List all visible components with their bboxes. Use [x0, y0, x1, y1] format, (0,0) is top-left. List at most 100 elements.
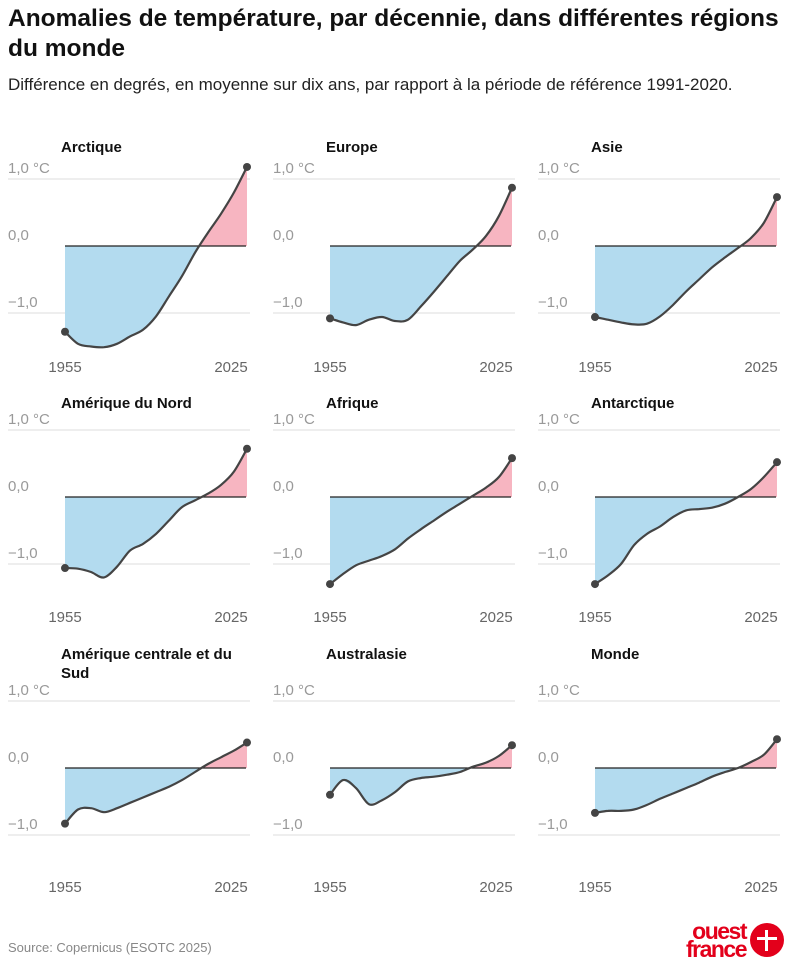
series-line	[329, 187, 513, 327]
panel-monde: Monde 1,0 °C 0,0 −1,0 1955 2025	[538, 646, 781, 896]
y-tick-label: 0,0	[8, 227, 29, 244]
negative-area	[595, 497, 777, 585]
y-tick-label: −1,0	[8, 294, 38, 311]
end-point	[773, 735, 781, 744]
x-tick-label: 1955	[48, 879, 81, 896]
y-tick-label: −1,0	[538, 816, 568, 833]
logo-cross-icon	[750, 923, 784, 957]
y-tick-label: −1,0	[538, 294, 568, 311]
ouest-france-logo: ouest france	[668, 918, 786, 962]
x-tick-label: 1955	[578, 609, 611, 626]
panel-title: Amérique centrale et du Sud	[61, 646, 232, 682]
panel-arctique: Arctique 1,0 °C 0,0 −1,0 1955 2025	[8, 139, 251, 376]
x-tick-label: 2025	[479, 359, 512, 376]
start-point	[61, 819, 69, 828]
end-point	[508, 183, 516, 192]
start-point	[61, 327, 69, 336]
panel-europe: Europe 1,0 °C 0,0 −1,0 1955 2025	[273, 139, 516, 376]
positive-area	[65, 166, 247, 246]
start-point	[326, 790, 334, 799]
panel-title: Monde	[591, 646, 639, 663]
series-line	[594, 196, 778, 326]
x-tick-label: 1955	[313, 359, 346, 376]
x-tick-label: 1955	[578, 879, 611, 896]
y-tick-label: 0,0	[273, 478, 294, 495]
panel-title: Asie	[591, 139, 623, 156]
positive-area	[65, 742, 247, 768]
panel-title: Arctique	[61, 139, 122, 156]
x-tick-label: 2025	[214, 879, 247, 896]
panel-afrique: Afrique 1,0 °C 0,0 −1,0 1955 2025	[273, 395, 516, 626]
panel-title: Afrique	[326, 395, 379, 412]
logo-line2: france	[685, 936, 748, 962]
positive-area	[65, 448, 247, 497]
y-tick-label: 1,0 °C	[538, 160, 580, 177]
y-tick-label: 1,0 °C	[273, 411, 315, 428]
positive-area	[595, 462, 777, 497]
positive-area	[330, 187, 512, 246]
y-tick-label: 1,0 °C	[273, 160, 315, 177]
end-point	[243, 738, 251, 747]
series-line	[329, 744, 513, 806]
y-tick-label: 0,0	[538, 749, 559, 766]
panel-australasie: Australasie 1,0 °C 0,0 −1,0 1955 2025	[273, 646, 516, 896]
end-point	[243, 162, 251, 171]
x-tick-label: 2025	[744, 609, 777, 626]
y-tick-label: 1,0 °C	[8, 160, 50, 177]
y-tick-label: −1,0	[8, 545, 38, 562]
negative-area	[330, 246, 512, 326]
panel-title: Europe	[326, 139, 378, 156]
x-tick-label: 2025	[214, 609, 247, 626]
panel-title: Australasie	[326, 646, 407, 663]
y-tick-label: −1,0	[273, 545, 303, 562]
series-line	[594, 738, 778, 814]
y-tick-label: 0,0	[8, 478, 29, 495]
x-tick-label: 1955	[578, 359, 611, 376]
start-point	[326, 580, 334, 589]
positive-area	[330, 745, 512, 768]
positive-area	[330, 458, 512, 497]
y-tick-label: 0,0	[8, 749, 29, 766]
positive-area	[595, 739, 777, 768]
chart-title: Anomalies de température, par décennie, …	[8, 5, 779, 62]
start-point	[326, 314, 334, 323]
series-line	[594, 461, 778, 586]
end-point	[508, 454, 516, 463]
logo-line1: ouest	[692, 918, 747, 944]
end-point	[508, 741, 516, 750]
y-tick-label: 1,0 °C	[8, 682, 50, 699]
y-tick-label: −1,0	[273, 816, 303, 833]
series-line	[64, 448, 248, 579]
y-tick-label: −1,0	[8, 816, 38, 833]
y-tick-label: 1,0 °C	[273, 682, 315, 699]
panel-antarctique: Antarctique 1,0 °C 0,0 −1,0 1955 2025	[538, 395, 781, 626]
x-tick-label: 1955	[48, 609, 81, 626]
y-tick-label: 0,0	[273, 749, 294, 766]
panel-am-rique-du-nord: Amérique du Nord 1,0 °C 0,0 −1,0 1955 2025	[8, 395, 251, 626]
negative-area	[65, 497, 247, 578]
x-tick-label: 2025	[479, 609, 512, 626]
negative-area	[65, 246, 247, 348]
panel-title: Antarctique	[591, 395, 674, 412]
series-line	[329, 457, 513, 585]
end-point	[243, 444, 251, 453]
x-tick-label: 2025	[214, 359, 247, 376]
start-point	[591, 808, 599, 817]
y-tick-label: 0,0	[273, 227, 294, 244]
source-note: Source: Copernicus (ESOTC 2025)	[8, 940, 212, 955]
y-tick-label: 1,0 °C	[8, 411, 50, 428]
y-tick-label: −1,0	[273, 294, 303, 311]
panel-title: Amérique du Nord	[61, 395, 192, 412]
end-point	[773, 193, 781, 202]
negative-area	[65, 768, 247, 824]
negative-area	[330, 497, 512, 585]
positive-area	[595, 197, 777, 246]
x-tick-label: 1955	[313, 879, 346, 896]
y-tick-label: 1,0 °C	[538, 411, 580, 428]
negative-area	[595, 246, 777, 325]
panel-am-rique-centrale-et-du-sud: Amérique centrale et du Sud 1,0 °C 0,0 −1,0 1…	[8, 646, 251, 896]
x-tick-label: 1955	[313, 609, 346, 626]
y-tick-label: 0,0	[538, 478, 559, 495]
y-tick-label: −1,0	[538, 545, 568, 562]
negative-area	[330, 768, 512, 805]
